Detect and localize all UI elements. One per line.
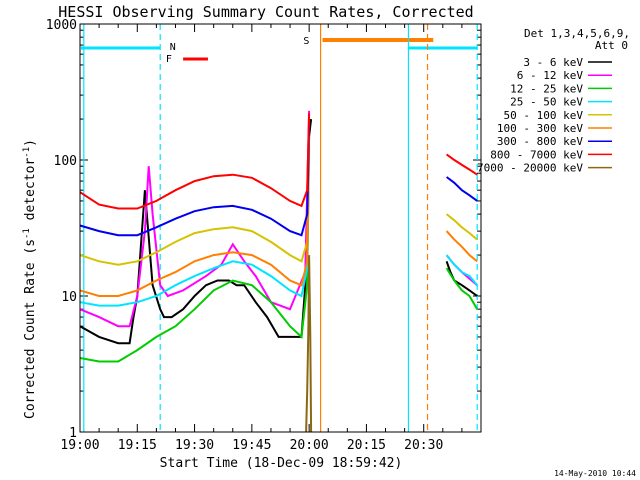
legend-label: 50 - 100 keV (504, 109, 584, 122)
series-line (305, 255, 313, 433)
x-tick-label: 20:30 (404, 438, 443, 453)
series-line (79, 113, 311, 210)
x-tick-label: 20:15 (347, 438, 386, 453)
flag-f-label: F (166, 54, 172, 65)
series-line (79, 110, 311, 328)
legend-label: 100 - 300 keV (497, 122, 583, 135)
series-line (445, 213, 478, 241)
x-tick-label: 19:00 (60, 438, 99, 453)
series-line (79, 149, 311, 307)
y-tick-label: 1000 (46, 18, 77, 33)
legend-label: 3 - 6 keV (523, 56, 583, 69)
series-line (79, 125, 311, 237)
series-line (79, 136, 311, 266)
legend-header-line1: Det 1,3,4,5,6,9, (524, 27, 630, 40)
legend-label: 6 - 12 keV (517, 69, 584, 82)
x-tick-label: 19:15 (118, 438, 157, 453)
chart-title: HESSI Observing Summary Count Rates, Cor… (58, 3, 473, 21)
x-tick-label: 20:00 (290, 438, 329, 453)
x-axis-label: Start Time (18-Dec-09 18:59:42) (160, 456, 403, 471)
flag-n-label: N (170, 42, 176, 53)
legend-label: 300 - 800 keV (497, 135, 583, 148)
y-tick-label: 10 (61, 290, 77, 305)
legend-label: 800 - 7000 keV (490, 148, 583, 161)
y-tick-label: 1 (69, 426, 77, 441)
legend-label: 25 - 50 keV (510, 96, 583, 109)
series-line (79, 136, 311, 363)
series-line (445, 176, 478, 202)
series-line (79, 144, 311, 297)
plot-area (79, 110, 479, 433)
series-line (446, 153, 478, 176)
y-tick-label: 100 (54, 154, 77, 169)
series-line (445, 267, 479, 310)
x-tick-label: 19:45 (232, 438, 271, 453)
axis-ticks: 19:00 19:15 19:30 19:45 20:00 20:15 20:30 1 10 10… (46, 18, 481, 453)
legend-label: 7000 - 20000 keV (477, 162, 583, 175)
date-stamp: 14-May-2010 10:44 (554, 469, 636, 478)
y-axis-label: Corrected Count Rate (s-1 detector-1) (22, 139, 38, 419)
flag-s-label: S (303, 36, 309, 47)
x-tick-label: 19:30 (175, 438, 214, 453)
plot-frame (79, 23, 482, 433)
legend-label: 12 - 25 keV (510, 82, 583, 95)
mode-flags: NF S (81, 24, 478, 432)
series-line (445, 230, 478, 263)
series-line (445, 260, 478, 297)
series-line (79, 118, 313, 345)
series-line (445, 254, 478, 286)
legend-header-line2: Att 0 (595, 39, 628, 52)
